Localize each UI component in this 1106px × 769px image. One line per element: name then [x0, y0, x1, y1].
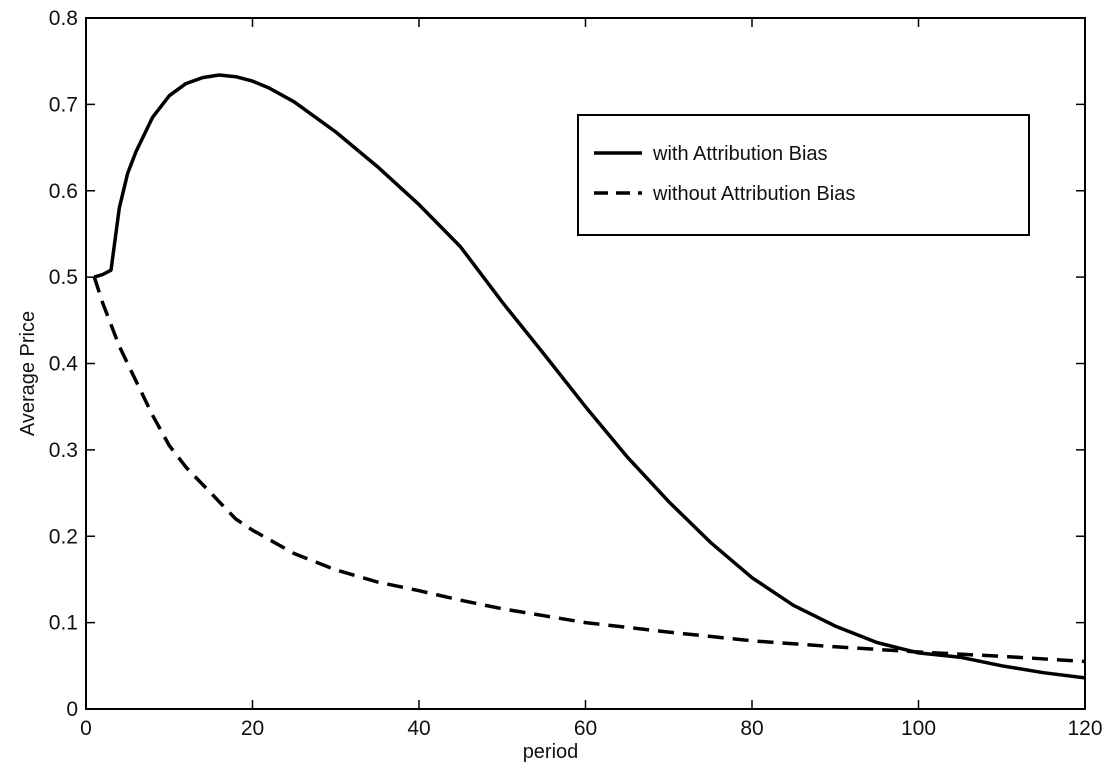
- x-axis-label: period: [523, 741, 579, 763]
- x-tick-label: 100: [901, 717, 936, 740]
- legend-label: without Attribution Bias: [652, 183, 855, 205]
- legend-box: [577, 114, 1030, 236]
- plot-content: 0 20 40 60 80 100 120 0 0.1 0.2 0.3 0.4 0.5 0.6 0.7 0.8…: [17, 7, 1103, 763]
- y-tick-label: 0.4: [49, 353, 79, 376]
- legend: with Attribution Bias without Attribution…: [577, 114, 1030, 236]
- y-tick-label: 0.8: [49, 7, 78, 30]
- y-tick-label: 0: [66, 698, 78, 721]
- y-tick-label: 0.3: [49, 439, 78, 462]
- x-tick-label: 40: [407, 717, 430, 740]
- x-tick-label: 60: [574, 717, 597, 740]
- x-tick-label: 80: [740, 717, 763, 740]
- y-tick-label: 0.2: [49, 525, 78, 548]
- y-tick-label: 0.5: [49, 266, 78, 289]
- y-tick-label: 0.7: [49, 93, 78, 116]
- x-tick-label: 20: [241, 717, 264, 740]
- legend-label: with Attribution Bias: [652, 143, 828, 165]
- y-axis-label: Average Price: [17, 311, 39, 436]
- x-tick-label: 120: [1067, 717, 1102, 740]
- series-line-without-attribution-bias: [92, 276, 1086, 664]
- y-tick-label: 0.6: [49, 180, 78, 203]
- series-line-with-attribution-bias: [93, 73, 1086, 680]
- y-tick-label: 0.1: [49, 612, 78, 635]
- x-tick-label: 0: [80, 717, 92, 740]
